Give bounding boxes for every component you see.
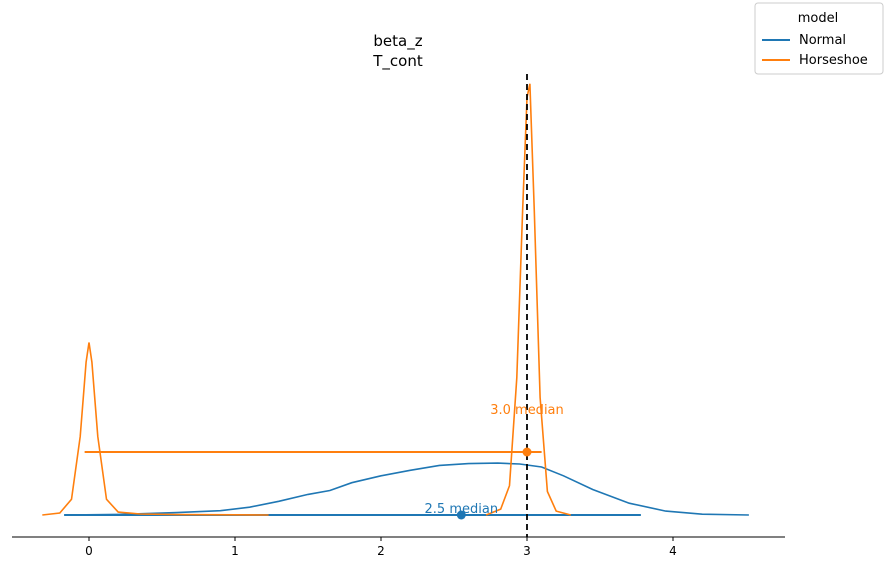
legend-label-horseshoe: Horseshoe (799, 53, 868, 68)
chart-subtitle: T_cont (372, 52, 423, 71)
legend: model Normal Horseshoe (754, 2, 884, 75)
x-tick-label: 1 (231, 544, 239, 558)
normal-density-curve (64, 462, 749, 516)
legend-label-normal: Normal (799, 33, 846, 48)
horseshoe-density-curve-near-three (485, 83, 572, 516)
normal-median-point (456, 510, 466, 520)
horseshoe-density-curve-near-zero (42, 342, 269, 516)
horseshoe-median-label: 3.0 median (490, 403, 564, 418)
x-tick-label: 0 (85, 544, 93, 558)
x-tick-label: 3 (523, 544, 531, 558)
plot-area: 2.5 median 3.0 median (42, 74, 749, 537)
legend-title: model (798, 11, 838, 26)
legend-box (754, 2, 884, 75)
x-axis-ticks: 0 1 2 3 4 (85, 537, 677, 558)
normal-median-label: 2.5 median (425, 502, 499, 517)
chart-title: beta_z (373, 32, 422, 51)
x-tick-label: 2 (377, 544, 385, 558)
horseshoe-median-point (522, 447, 532, 457)
x-tick-label: 4 (669, 544, 677, 558)
